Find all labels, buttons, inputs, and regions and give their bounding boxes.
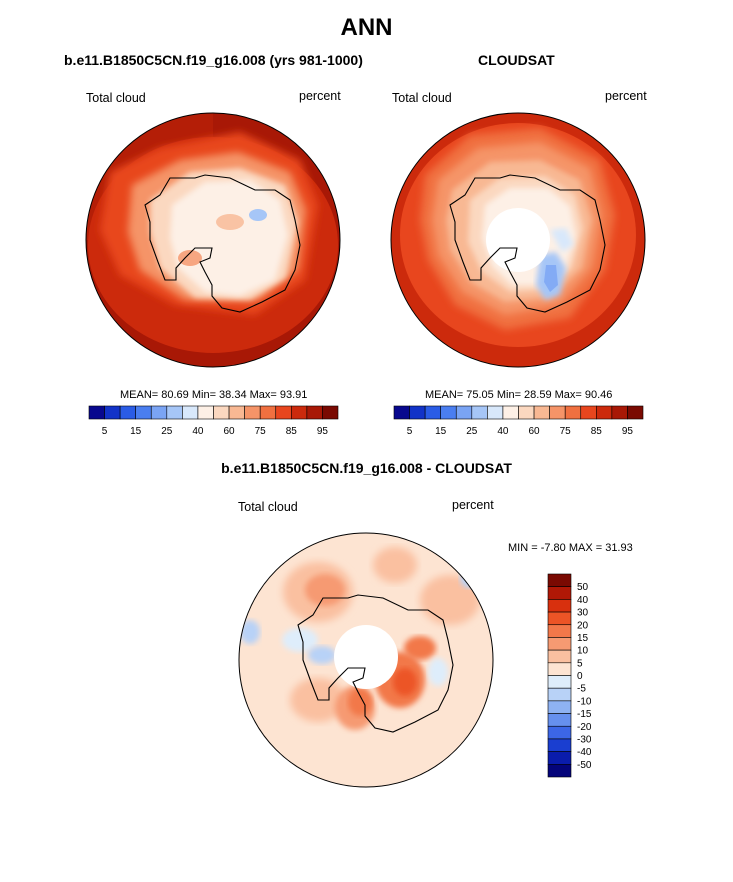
obs-stats: MEAN= 75.05 Min= 28.59 Max= 90.46: [425, 389, 613, 401]
colorbar-tick-label: 5: [102, 426, 108, 437]
colorbar-tick-label: 30: [577, 608, 589, 619]
colorbar-tick-label: 85: [591, 426, 603, 437]
colorbar-tick-label: 15: [435, 426, 447, 437]
diff-map: [238, 532, 494, 788]
model-stats: MEAN= 80.69 Min= 38.34 Max= 93.91: [120, 389, 308, 401]
colorbar-box: [150, 405, 168, 420]
colorbar-box: [135, 405, 152, 420]
colorbar-tick-label: 15: [577, 633, 589, 644]
colorbar-box: [547, 713, 572, 727]
colorbar-box: [547, 738, 572, 752]
diff-units-label: percent: [452, 498, 494, 512]
colorbar-tick-label: 25: [161, 426, 173, 437]
colorbar-box: [549, 405, 566, 420]
colorbar-box: [547, 611, 572, 626]
colorbar-tick-label: 5: [407, 426, 413, 437]
colorbar-box: [306, 405, 323, 420]
colorbar-tick-label: 15: [130, 426, 142, 437]
colorbar-tick-label: 40: [497, 426, 509, 437]
colorbar-box: [627, 405, 644, 420]
colorbar-box: [322, 405, 339, 420]
colorbar-tick-label: 60: [224, 426, 236, 437]
colorbar-box: [259, 405, 277, 420]
colorbar-box: [166, 405, 183, 420]
colorbar-tick-label: 85: [286, 426, 298, 437]
colorbar-tick-label: -20: [577, 722, 592, 733]
colorbar-tick-label: -10: [577, 696, 592, 707]
colorbar-tick-label: 95: [622, 426, 634, 437]
colorbar-box: [455, 405, 473, 420]
obs-units-label: percent: [605, 89, 647, 103]
colorbar-tick-label: 5: [577, 658, 583, 669]
colorbar-box: [547, 586, 572, 600]
colorbar-box: [580, 405, 597, 420]
model-panel-title: b.e11.B1850C5CN.f19_g16.008 (yrs 981-100…: [64, 52, 363, 68]
colorbar-tick-label: 0: [577, 671, 583, 682]
colorbar-box: [564, 405, 582, 420]
colorbar-box: [518, 405, 535, 420]
colorbar-box: [228, 405, 245, 420]
obs-variable-label: Total cloud: [392, 91, 452, 105]
diff-stats: MIN = -7.80 MAX = 31.93: [508, 542, 633, 554]
colorbar-box: [393, 405, 410, 420]
colorbar-box: [547, 751, 572, 765]
model-map: [85, 112, 341, 368]
colorbar-box: [547, 599, 572, 613]
colorbar-box: [533, 405, 550, 420]
colorbar-tick-label: 75: [255, 426, 267, 437]
colorbar-box: [547, 687, 572, 702]
colorbar-box: [547, 649, 572, 664]
model-colorbar: 5 15 25 40 60 75 85 95: [88, 405, 339, 437]
colorbar-box: [213, 405, 230, 420]
colorbar-box: [104, 405, 121, 420]
colorbar-tick-label: 10: [577, 646, 589, 657]
colorbar-tick-label: 40: [577, 595, 589, 606]
colorbar-box: [275, 405, 292, 420]
colorbar-box: [197, 405, 214, 420]
colorbar-box: [547, 637, 572, 651]
colorbar-tick-label: 40: [192, 426, 204, 437]
colorbar-tick-label: 50: [577, 582, 589, 593]
obs-colorbar: 5 15 25 40 60 75 85 95: [393, 405, 644, 437]
colorbar-box: [244, 405, 261, 420]
colorbar-box: [547, 764, 572, 778]
obs-panel-title: CLOUDSAT: [478, 52, 555, 68]
colorbar-tick-label: 60: [529, 426, 541, 437]
colorbar-box: [409, 405, 426, 420]
colorbar-box: [182, 405, 199, 420]
colorbar-box: [502, 405, 519, 420]
colorbar-tick-label: 25: [466, 426, 478, 437]
colorbar-tick-label: -15: [577, 709, 592, 720]
model-units-label: percent: [299, 89, 341, 103]
colorbar-box: [487, 405, 504, 420]
colorbar-box: [440, 405, 457, 420]
colorbar-tick-label: -30: [577, 734, 592, 745]
colorbar-tick-label: 20: [577, 620, 589, 631]
colorbar-box: [547, 725, 572, 740]
diff-variable-label: Total cloud: [238, 500, 298, 514]
colorbar-tick-label: -40: [577, 747, 592, 758]
colorbar-box: [471, 405, 488, 420]
colorbar-box: [596, 405, 613, 420]
colorbar-box: [547, 675, 572, 689]
colorbar-tick-label: 95: [317, 426, 329, 437]
obs-map: [390, 112, 646, 368]
colorbar-box: [547, 700, 572, 714]
colorbar-box: [611, 405, 628, 420]
colorbar-tick-label: -5: [577, 684, 586, 695]
colorbar-box: [424, 405, 441, 420]
diff-panel-title: b.e11.B1850C5CN.f19_g16.008 - CLOUDSAT: [221, 460, 512, 476]
colorbar-box: [119, 405, 136, 420]
figure-title: ANN: [340, 14, 393, 41]
colorbar-tick-label: -50: [577, 760, 592, 771]
colorbar-box: [547, 573, 572, 587]
colorbar-box: [547, 662, 572, 676]
colorbar-box: [88, 405, 105, 420]
colorbar-box: [547, 624, 572, 638]
colorbar-tick-label: 75: [560, 426, 572, 437]
colorbar-box: [291, 405, 308, 420]
model-variable-label: Total cloud: [86, 91, 146, 105]
